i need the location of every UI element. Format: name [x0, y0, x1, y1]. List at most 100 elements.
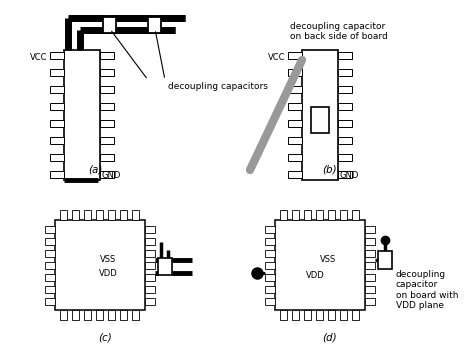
- Bar: [365, 297, 375, 304]
- Bar: [338, 52, 352, 59]
- Bar: [50, 86, 64, 93]
- Text: VCC: VCC: [267, 53, 285, 62]
- Bar: [265, 274, 275, 280]
- Bar: [145, 297, 155, 304]
- Bar: [61, 310, 67, 320]
- Bar: [288, 103, 302, 110]
- Bar: [302, 50, 338, 180]
- Bar: [100, 69, 114, 76]
- Bar: [328, 210, 336, 220]
- Bar: [265, 286, 275, 292]
- Bar: [45, 226, 55, 232]
- Bar: [45, 286, 55, 292]
- Bar: [288, 52, 302, 59]
- Text: VSS: VSS: [320, 256, 336, 265]
- Bar: [73, 210, 80, 220]
- Bar: [288, 137, 302, 144]
- Bar: [304, 310, 311, 320]
- Bar: [45, 297, 55, 304]
- Text: decoupling capacitors: decoupling capacitors: [168, 82, 268, 91]
- Bar: [365, 261, 375, 269]
- Bar: [317, 310, 323, 320]
- Bar: [100, 171, 114, 178]
- Text: decoupling capacitor
on back side of board: decoupling capacitor on back side of boa…: [290, 22, 388, 42]
- Bar: [265, 238, 275, 244]
- Bar: [288, 86, 302, 93]
- Bar: [353, 310, 359, 320]
- Bar: [97, 210, 103, 220]
- Bar: [145, 261, 155, 269]
- Bar: [133, 310, 139, 320]
- Bar: [97, 310, 103, 320]
- Bar: [353, 210, 359, 220]
- Bar: [133, 210, 139, 220]
- Bar: [50, 171, 64, 178]
- Bar: [338, 171, 352, 178]
- Bar: [145, 238, 155, 244]
- Text: (d): (d): [323, 333, 337, 343]
- Bar: [145, 286, 155, 292]
- Text: VCC: VCC: [29, 53, 47, 62]
- Bar: [365, 226, 375, 232]
- Bar: [288, 69, 302, 76]
- Bar: [100, 52, 114, 59]
- Text: VDD: VDD: [306, 270, 324, 279]
- Bar: [50, 103, 64, 110]
- Bar: [109, 310, 116, 320]
- Bar: [50, 69, 64, 76]
- Text: (a): (a): [88, 165, 102, 175]
- Bar: [311, 107, 329, 133]
- Bar: [45, 274, 55, 280]
- Bar: [265, 249, 275, 257]
- Bar: [304, 210, 311, 220]
- Bar: [340, 210, 347, 220]
- Bar: [340, 310, 347, 320]
- Bar: [265, 261, 275, 269]
- Text: GND: GND: [340, 170, 359, 179]
- Bar: [365, 274, 375, 280]
- Bar: [84, 310, 91, 320]
- Bar: [84, 210, 91, 220]
- Bar: [365, 286, 375, 292]
- Bar: [103, 17, 117, 33]
- Bar: [148, 17, 162, 33]
- Bar: [365, 249, 375, 257]
- Bar: [338, 154, 352, 161]
- Bar: [100, 154, 114, 161]
- Text: VSS: VSS: [100, 256, 116, 265]
- Bar: [100, 137, 114, 144]
- Bar: [288, 154, 302, 161]
- Bar: [328, 310, 336, 320]
- Text: decoupling
capacitor
on board with
VDD plane: decoupling capacitor on board with VDD p…: [396, 270, 458, 310]
- Bar: [45, 261, 55, 269]
- Bar: [292, 310, 300, 320]
- Text: GND: GND: [102, 170, 121, 179]
- Bar: [365, 238, 375, 244]
- Bar: [55, 220, 145, 310]
- Bar: [50, 120, 64, 127]
- Bar: [64, 50, 100, 180]
- Bar: [100, 103, 114, 110]
- Bar: [61, 210, 67, 220]
- Bar: [338, 120, 352, 127]
- Bar: [145, 274, 155, 280]
- Bar: [281, 310, 288, 320]
- Bar: [338, 86, 352, 93]
- Bar: [45, 249, 55, 257]
- Text: (b): (b): [323, 165, 337, 175]
- Bar: [292, 210, 300, 220]
- Bar: [281, 210, 288, 220]
- Bar: [317, 210, 323, 220]
- Bar: [120, 210, 128, 220]
- Bar: [73, 310, 80, 320]
- Bar: [288, 171, 302, 178]
- Bar: [120, 310, 128, 320]
- Text: (c): (c): [98, 333, 112, 343]
- Bar: [275, 220, 365, 310]
- Bar: [50, 137, 64, 144]
- Bar: [100, 120, 114, 127]
- Bar: [338, 137, 352, 144]
- Bar: [265, 226, 275, 232]
- Bar: [50, 52, 64, 59]
- Bar: [288, 120, 302, 127]
